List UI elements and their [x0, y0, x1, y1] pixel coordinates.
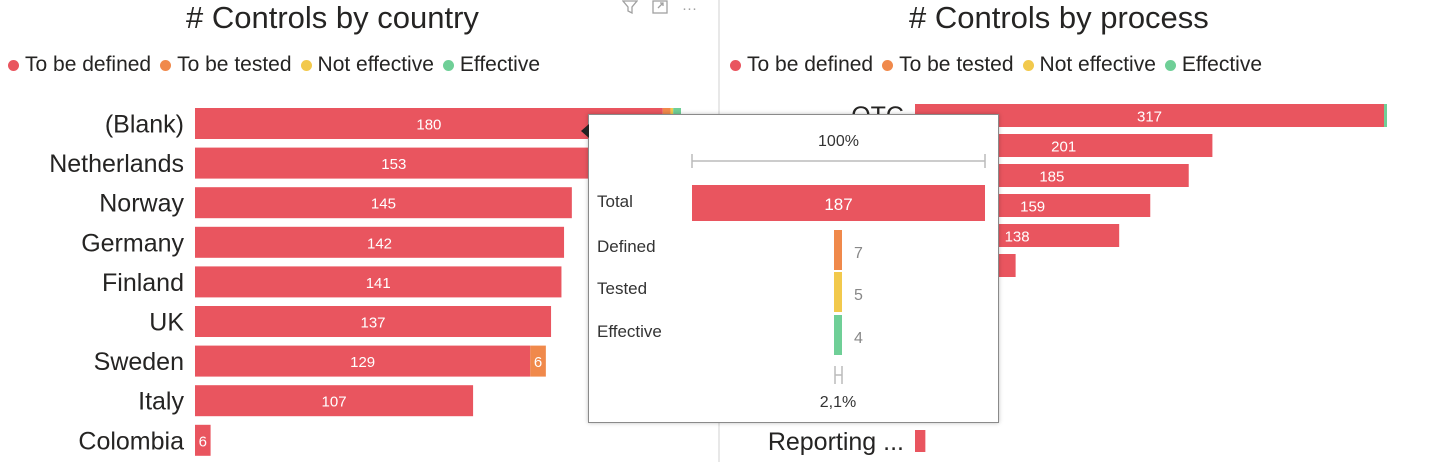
visual-header: ···	[621, 0, 697, 18]
tooltip-bar	[834, 315, 842, 355]
bar-segment[interactable]	[195, 266, 562, 298]
filter-icon[interactable]	[621, 0, 639, 18]
legend-item[interactable]: To be defined	[730, 53, 873, 77]
legend-marker	[8, 59, 19, 71]
data-label: 6	[534, 354, 542, 371]
data-label: 159	[1020, 199, 1045, 216]
focus-mode-icon[interactable]	[652, 0, 668, 18]
bar-segment[interactable]	[195, 187, 572, 219]
data-label: 317	[1137, 109, 1162, 126]
bar-segment[interactable]	[915, 430, 926, 452]
chart-legend: To be defined To be tested Not effective Ef…	[8, 53, 549, 77]
category-label: Netherlands	[49, 150, 184, 178]
category-label: Finland	[102, 269, 184, 297]
bar-segment[interactable]	[195, 226, 565, 258]
legend-marker	[300, 59, 312, 71]
tooltip-bar	[834, 272, 842, 312]
hover-tooltip: 100% Total 187 Defined 7 Tested 5 Effective 4 2,1…	[588, 114, 999, 423]
tooltip-row-label: Defined	[597, 237, 656, 256]
data-label: 141	[366, 275, 391, 292]
data-label: 138	[1005, 229, 1030, 246]
data-label: 6	[199, 433, 207, 450]
chart-title: # Controls by process	[909, 0, 1209, 35]
tooltip-row-label: Tested	[597, 279, 647, 298]
category-label: UK	[149, 309, 184, 337]
data-label: 107	[322, 394, 347, 411]
percent-bracket	[834, 366, 843, 384]
data-label: 180	[416, 117, 441, 134]
tooltip-value: 187	[824, 195, 852, 214]
legend-item[interactable]: Not effective	[1022, 53, 1156, 77]
legend-label: Effective	[1181, 53, 1263, 76]
category-label: (Blank)	[105, 111, 184, 139]
data-label: 137	[361, 315, 386, 332]
legend-item[interactable]: To be tested	[882, 53, 1014, 77]
bar-segment[interactable]	[195, 345, 531, 377]
data-label: 153	[381, 156, 406, 173]
bar-segment[interactable]	[195, 424, 211, 456]
category-label: Reporting ...	[768, 428, 904, 456]
bar-segment[interactable]	[530, 345, 546, 377]
percent-bracket	[691, 154, 986, 168]
tooltip-chart: 100% Total 187 Defined 7 Tested 5 Effective 4 2,1…	[597, 133, 986, 411]
legend-marker	[882, 59, 894, 71]
tooltip-row-label: Total	[597, 192, 633, 211]
legend-marker	[1164, 59, 1176, 71]
tooltip-bar	[834, 230, 842, 270]
category-label: Italy	[138, 388, 184, 416]
more-options-icon[interactable]: ···	[682, 0, 697, 17]
bar-segment[interactable]	[195, 147, 593, 179]
bar-segment[interactable]	[915, 104, 1385, 127]
legend-label: To be defined	[747, 53, 874, 76]
bar-segment[interactable]	[195, 306, 552, 337]
legend-label: Not effective	[1039, 53, 1156, 76]
bar-segment[interactable]	[195, 385, 474, 417]
legend-item[interactable]: To be defined	[8, 53, 151, 77]
chart-title: # Controls by country	[186, 0, 479, 35]
chart-legend: To be defined To be tested Not effective Ef…	[730, 53, 1271, 77]
data-label: 185	[1039, 169, 1064, 186]
data-label: 145	[371, 196, 396, 213]
category-label: Sweden	[94, 348, 184, 376]
legend-label: Effective	[459, 53, 541, 76]
percent-top-label: 100%	[818, 133, 859, 150]
percent-bottom-label: 2,1%	[820, 394, 856, 411]
category-label: Germany	[81, 229, 184, 257]
data-label: 201	[1051, 139, 1076, 156]
legend-marker	[442, 59, 454, 71]
legend-marker	[160, 59, 172, 71]
legend-label: To be tested	[177, 53, 292, 76]
legend-label: To be defined	[25, 53, 152, 76]
tooltip-pointer	[581, 124, 589, 138]
legend-marker	[1022, 59, 1034, 71]
tooltip-value: 7	[854, 245, 863, 262]
tooltip-bar	[692, 185, 985, 221]
legend-item[interactable]: Effective	[442, 53, 541, 77]
data-label: 129	[350, 354, 375, 371]
tooltip-value: 5	[854, 287, 863, 304]
legend-item[interactable]: To be tested	[160, 53, 292, 77]
legend-item[interactable]: Effective	[1164, 53, 1263, 77]
category-label: Colombia	[78, 427, 184, 455]
legend-item[interactable]: Not effective	[300, 53, 434, 77]
category-label: Norway	[99, 190, 184, 218]
legend-marker	[730, 59, 741, 71]
tooltip-row-label: Effective	[597, 322, 662, 341]
data-label: 142	[367, 235, 392, 252]
bar-segment[interactable]	[1384, 104, 1387, 127]
tooltip-value: 4	[854, 330, 863, 347]
legend-label: Not effective	[317, 53, 434, 76]
legend-label: To be tested	[899, 53, 1014, 76]
